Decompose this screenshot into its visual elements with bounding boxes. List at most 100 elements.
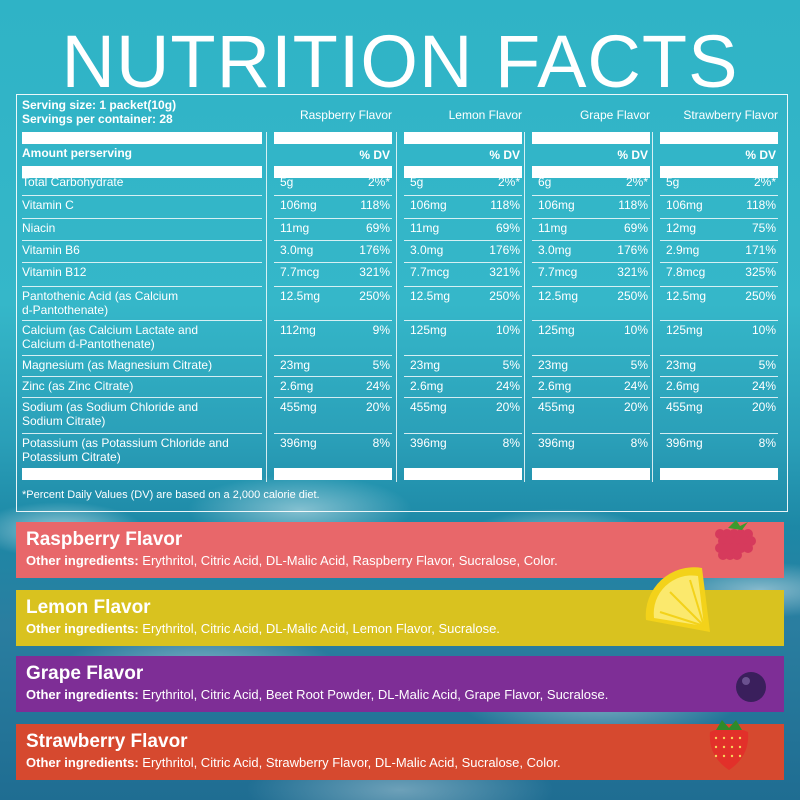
row-divider <box>404 240 522 241</box>
nutrient-dv: 118% <box>746 198 776 212</box>
row-divider <box>532 286 650 287</box>
row-divider <box>274 397 392 398</box>
nutrient-amount: 12.5mg <box>280 289 321 303</box>
nutrient-dv: 325% <box>745 265 776 279</box>
nutrient-amount: 23mg <box>280 358 311 372</box>
column-divider <box>524 132 525 482</box>
nutrient-dv: 118% <box>360 198 390 212</box>
flavor-band-strawberry: Strawberry Flavor Other ingredients: Eryt… <box>16 720 784 780</box>
nutrient-label: Vitamin C <box>22 198 74 212</box>
nutrient-dv: 118% <box>618 198 648 212</box>
row-divider <box>274 286 392 287</box>
row-divider <box>404 262 522 263</box>
nutrient-dv: 2%* <box>753 175 776 189</box>
white-bar <box>532 166 650 178</box>
nutrient-amount: 106mg <box>538 198 575 212</box>
other-ingredients-label: Other ingredients: <box>26 755 139 770</box>
nutrient-amount: 2.6mg <box>280 379 314 393</box>
row-divider <box>660 320 778 321</box>
row-divider <box>22 397 262 398</box>
nutrient-dv: 321% <box>489 265 520 279</box>
nutrient-label: Sodium (as Sodium Chloride and Sodium Ci… <box>22 400 199 428</box>
nutrient-amount: 112mg <box>280 323 316 337</box>
row-divider <box>532 195 650 196</box>
facts-panel <box>16 94 788 512</box>
other-ingredients: Other ingredients: Erythritol, Citric Ac… <box>26 754 774 772</box>
row-divider <box>274 262 392 263</box>
dv-header: % DV <box>617 148 648 162</box>
row-divider <box>404 218 522 219</box>
ingredients-list: Erythritol, Citric Acid, Strawberry Flav… <box>138 755 561 770</box>
nutrient-amount: 23mg <box>538 358 569 372</box>
row-divider <box>22 469 262 470</box>
other-ingredients-label: Other ingredients: <box>26 553 139 568</box>
nutrient-dv: 24% <box>365 379 390 393</box>
nutrient-dv: 20% <box>751 400 776 414</box>
row-divider <box>404 433 522 434</box>
nutrient-amount: 106mg <box>666 198 703 212</box>
lemon-icon <box>640 562 720 647</box>
ingredients-list: Erythritol, Citric Acid, Beet Root Powde… <box>138 687 609 702</box>
nutrient-label: Magnesium (as Magnesium Citrate) <box>22 358 213 372</box>
nutrient-dv: 5% <box>758 358 776 372</box>
dv-header: % DV <box>359 148 390 162</box>
nutrient-amount: 12.5mg <box>666 289 707 303</box>
nutrient-amount: 3.0mg <box>410 243 444 257</box>
row-divider <box>22 433 262 434</box>
row-divider <box>660 376 778 377</box>
nutrient-amount: 5g <box>666 175 680 189</box>
column-divider <box>396 132 397 482</box>
nutrient-amount: 2.6mg <box>538 379 572 393</box>
row-divider <box>274 376 392 377</box>
nutrient-amount: 125mg <box>410 323 447 337</box>
amount-per-serving-label: Amount perserving <box>22 146 133 160</box>
nutrient-dv: 118% <box>490 198 520 212</box>
nutrient-dv: 250% <box>745 289 776 303</box>
row-divider <box>274 469 392 470</box>
white-bar <box>404 468 522 480</box>
serving-size: Serving size: 1 packet(10g) <box>22 98 177 112</box>
nutrient-amount: 106mg <box>280 198 317 212</box>
row-divider <box>660 240 778 241</box>
nutrient-amount: 2.6mg <box>410 379 444 393</box>
flavor-band-lemon: Lemon Flavor Other ingredients: Erythrito… <box>16 567 784 646</box>
nutrient-label: Vitamin B6 <box>22 243 80 257</box>
row-divider <box>404 397 522 398</box>
row-divider <box>532 218 650 219</box>
white-bar <box>404 132 522 144</box>
ingredients-list: Erythritol, Citric Acid, DL-Malic Acid, … <box>138 621 500 636</box>
white-bar <box>660 166 778 178</box>
nutrient-dv: 69% <box>495 221 520 235</box>
flavor-band-grape: Grape Flavor Other ingredients: Erythrito… <box>16 656 784 712</box>
nutrient-amount: 455mg <box>280 400 317 414</box>
column-divider <box>266 132 267 482</box>
row-divider <box>660 355 778 356</box>
nutrient-amount: 455mg <box>666 400 703 414</box>
row-divider <box>22 320 262 321</box>
nutrient-amount: 7.8mcg <box>666 265 706 279</box>
flavor-name: Grape Flavor <box>26 663 144 684</box>
column-header: Raspberry Flavor <box>299 108 392 122</box>
nutrient-dv: 10% <box>495 323 520 337</box>
other-ingredients-label: Other ingredients: <box>26 687 139 702</box>
nutrient-amount: 7.7mcg <box>280 265 320 279</box>
nutrient-amount: 23mg <box>410 358 441 372</box>
row-divider <box>660 262 778 263</box>
dv-header: % DV <box>745 148 776 162</box>
nutrient-dv: 2%* <box>625 175 648 189</box>
nutrient-amount: 106mg <box>410 198 447 212</box>
white-bar <box>660 132 778 144</box>
strawberry-icon <box>704 716 754 777</box>
row-divider <box>274 218 392 219</box>
nutrient-amount: 125mg <box>666 323 703 337</box>
white-bar <box>274 132 392 144</box>
flavor-band-raspberry: Raspberry Flavor Other ingredients: Eryth… <box>16 520 784 578</box>
white-bar <box>274 468 392 480</box>
nutrient-dv: 321% <box>617 265 648 279</box>
row-divider <box>22 195 262 196</box>
other-ingredients-label: Other ingredients: <box>26 621 139 636</box>
row-divider <box>404 469 522 470</box>
nutrient-amount: 3.0mg <box>280 243 314 257</box>
nutrient-dv: 8% <box>502 436 520 450</box>
nutrient-dv: 8% <box>630 436 648 450</box>
